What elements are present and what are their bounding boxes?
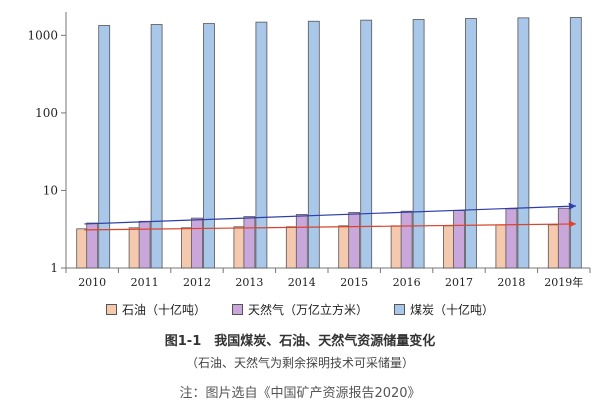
- bar-oil: [76, 228, 89, 269]
- bar-coal: [569, 17, 582, 269]
- bar-coal: [307, 20, 320, 269]
- legend-item-oil: 石油（十亿吨）: [105, 301, 206, 318]
- x-tick-label: 2017: [445, 276, 473, 289]
- y-tick-label: 1: [50, 261, 58, 275]
- bar-oil: [495, 224, 508, 269]
- legend-label-coal: 煤炭（十亿吨）: [410, 302, 495, 317]
- x-tick-label: 2010: [78, 276, 106, 289]
- trend-line-gas: [84, 202, 577, 225]
- bar-gas: [400, 210, 413, 269]
- y-tick-label: 100: [35, 106, 58, 120]
- figure-subtitle: （石油、天然气为剩余探明技术可采储量）: [185, 356, 414, 370]
- bar-gas: [191, 217, 203, 269]
- x-tick-label: 2011: [131, 276, 159, 289]
- legend-item-gas: 天然气（万亿立方米）: [231, 301, 368, 318]
- bar-coal: [203, 23, 215, 269]
- legend-swatch-coal: [394, 303, 405, 315]
- bar-oil: [285, 226, 298, 269]
- bar-gas: [453, 210, 465, 269]
- x-tick-label: 2012: [183, 276, 211, 289]
- bar-gas: [348, 212, 361, 269]
- legend-swatch-gas: [231, 303, 243, 315]
- bar-coal: [465, 18, 477, 269]
- bar-coal: [360, 19, 373, 269]
- x-tick-label: 2014: [288, 276, 316, 289]
- trend-line-oil: [84, 220, 577, 231]
- bar-oil: [547, 224, 560, 269]
- bar-coal: [412, 19, 425, 269]
- legend-label-gas: 天然气（万亿立方米）: [247, 302, 368, 317]
- figure-source-note: 注：图片选自《中国矿产资源报告2020》: [179, 386, 421, 401]
- legend-label-oil: 石油（十亿吨）: [121, 302, 206, 317]
- x-tick-label: 2016: [393, 276, 421, 289]
- legend: 石油（十亿吨） 天然气（万亿立方米） 煤炭（十亿吨）: [0, 300, 600, 318]
- figure-title: 图1-1 我国煤炭、石油、天然气资源储量变化: [164, 334, 436, 349]
- bar-oil: [390, 225, 403, 269]
- bar-gas: [138, 220, 151, 269]
- bar-coal: [255, 21, 268, 269]
- bar-coal: [98, 25, 111, 269]
- bar-gas: [505, 208, 518, 269]
- y-tick-label: 1000: [27, 28, 58, 42]
- y-tick-label: 10: [43, 183, 58, 197]
- bar-gas: [243, 216, 256, 269]
- x-tick-label: 2015: [340, 276, 368, 289]
- bar-coal: [517, 17, 530, 269]
- bar-chart-svg: 1 10 100 1000 2010 2011 2012 2013 2014 2015 2016 20…: [27, 12, 591, 289]
- legend-swatch-oil: [105, 303, 117, 315]
- x-tick-label: 2013: [235, 276, 263, 289]
- bar-gas: [557, 207, 570, 269]
- chart: 1 10 100 1000 2010 2011 2012 2013 2014 2015 2016 20…: [27, 12, 591, 289]
- bar-oil: [233, 226, 246, 269]
- bar-gas: [86, 222, 99, 269]
- x-tick-label: 2018: [497, 276, 525, 289]
- x-tick-label: 2019年: [544, 275, 583, 289]
- bar-oil: [128, 227, 141, 269]
- bar-coal: [150, 24, 163, 269]
- bar-oil: [181, 227, 193, 269]
- bar-oil: [338, 225, 351, 269]
- legend-item-coal: 煤炭（十亿吨）: [394, 301, 494, 318]
- bar-gas: [295, 214, 308, 269]
- bar-oil: [443, 225, 455, 269]
